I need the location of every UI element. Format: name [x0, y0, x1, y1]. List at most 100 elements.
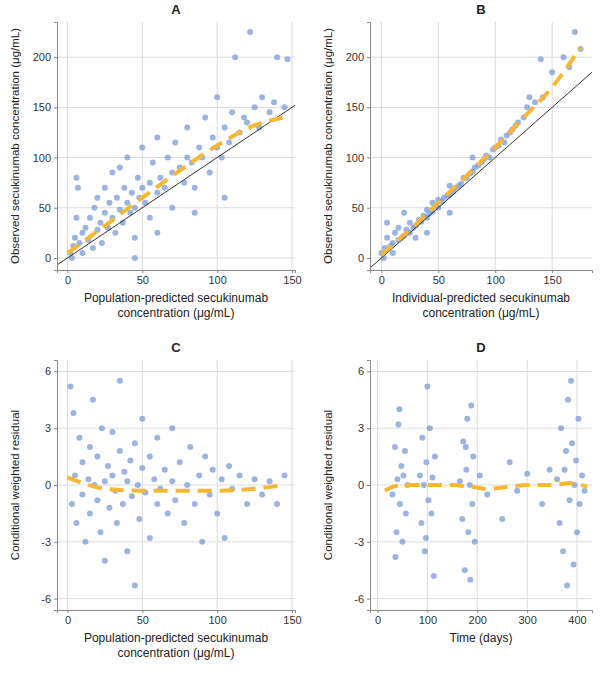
- point: [425, 497, 431, 503]
- x-tick-mark: [142, 610, 143, 613]
- plot-area: [370, 29, 592, 268]
- point: [285, 56, 291, 62]
- point: [192, 185, 198, 191]
- x-tick-label: 150: [283, 614, 301, 626]
- point: [135, 175, 141, 181]
- point: [177, 459, 183, 465]
- point: [432, 454, 438, 460]
- point: [565, 397, 571, 403]
- y-tick: 200: [33, 51, 57, 63]
- point: [447, 210, 453, 216]
- y-tick-mark: [367, 485, 370, 486]
- point: [79, 491, 85, 497]
- point: [106, 200, 112, 206]
- y-tick: 50: [352, 202, 370, 214]
- point: [82, 539, 88, 545]
- point: [252, 476, 258, 482]
- plot-area: [67, 378, 287, 589]
- y-axis-title: Observed secukinumab concentration (μg/m…: [322, 28, 334, 264]
- x-grid-line: [67, 22, 68, 270]
- point: [114, 195, 120, 201]
- point: [124, 155, 130, 161]
- y-axis: 050100150200: [33, 23, 58, 271]
- x-tick: 150: [543, 270, 561, 286]
- y-tick-label: 0: [45, 252, 51, 264]
- point: [214, 94, 220, 100]
- y-grid-line: [57, 107, 295, 108]
- point: [421, 482, 427, 488]
- point: [468, 402, 474, 408]
- plot-area: [57, 29, 295, 265]
- point: [70, 410, 76, 416]
- point: [117, 165, 123, 171]
- x-tick: 50: [433, 270, 445, 286]
- x-tick: 150: [283, 270, 301, 286]
- y-axis: -6-3036: [41, 361, 57, 611]
- x-grid-line: [381, 22, 382, 270]
- plot-area: [385, 378, 588, 589]
- point: [157, 175, 163, 181]
- x-tick: 0: [375, 610, 381, 626]
- point: [172, 497, 178, 503]
- x-axis-title: concentration (μg/mL): [118, 646, 235, 660]
- y-tick: 3: [358, 422, 370, 434]
- x-tick-label: 300: [518, 614, 536, 626]
- x-axis-title: concentration (μg/mL): [118, 306, 235, 320]
- x-tick-mark: [438, 270, 439, 273]
- point: [229, 109, 235, 115]
- point: [105, 463, 111, 469]
- point: [154, 435, 160, 441]
- x-tick-label: 0: [65, 614, 71, 626]
- y-tick: 0: [358, 479, 370, 491]
- point: [463, 467, 469, 473]
- panel-label: B: [476, 2, 485, 17]
- point: [139, 145, 145, 151]
- figure: 050100150050100150200APopulation-predict…: [0, 0, 600, 677]
- y-tick: 150: [346, 101, 370, 113]
- x-axis-line: [58, 271, 296, 274]
- y-grid-line: [57, 541, 295, 542]
- y-tick-label: 150: [33, 101, 51, 113]
- point: [429, 474, 435, 480]
- x-tick-label: 150: [283, 274, 301, 286]
- point: [507, 459, 513, 465]
- point: [226, 139, 232, 145]
- x-tick-label: 400: [568, 614, 586, 626]
- point: [563, 448, 569, 454]
- point: [187, 444, 193, 450]
- point: [267, 478, 273, 484]
- point: [184, 155, 190, 161]
- y-tick: 6: [45, 365, 57, 377]
- x-axis: 050100150: [371, 270, 593, 286]
- point: [102, 558, 108, 564]
- point: [94, 454, 100, 460]
- point: [397, 501, 403, 507]
- point: [402, 448, 408, 454]
- x-tick-mark: [477, 610, 478, 613]
- y-tick: 150: [33, 101, 57, 113]
- point: [403, 510, 409, 516]
- y-axis-title: Observed secukinumab concentration (μg/m…: [9, 28, 21, 264]
- x-axis-title: Population-predicted secukinumab: [84, 631, 268, 645]
- point: [94, 195, 100, 201]
- y-grid-line: [370, 207, 592, 208]
- point: [121, 185, 127, 191]
- y-tick-label: 200: [346, 51, 364, 63]
- point: [154, 501, 160, 507]
- x-grid-line: [552, 22, 553, 270]
- y-grid-line: [370, 598, 592, 599]
- y-tick-mark: [54, 258, 57, 259]
- point: [132, 440, 138, 446]
- y-tick-mark: [367, 208, 370, 209]
- x-tick-mark: [217, 610, 218, 613]
- y-axis: -6-3036: [354, 361, 370, 611]
- point: [129, 493, 135, 499]
- point: [73, 175, 79, 181]
- point: [390, 250, 396, 256]
- point: [165, 155, 171, 161]
- point: [147, 535, 153, 541]
- x-tick-label: 0: [379, 274, 385, 286]
- grid: [57, 360, 295, 610]
- smooth-line: [67, 477, 284, 490]
- point: [112, 230, 118, 236]
